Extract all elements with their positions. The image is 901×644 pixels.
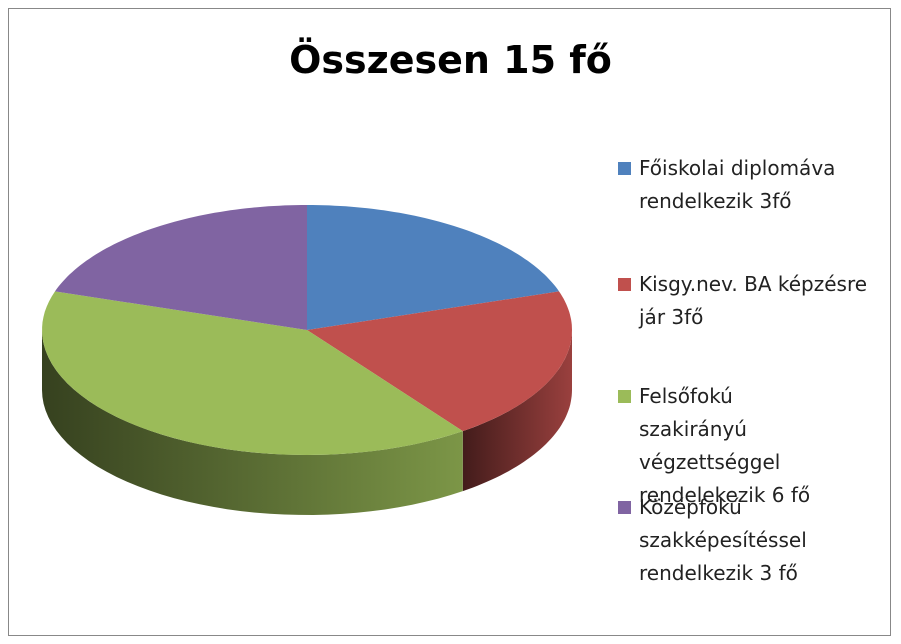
legend-swatch bbox=[618, 278, 631, 291]
pie-slice bbox=[55, 205, 307, 330]
legend-swatch bbox=[618, 501, 631, 514]
pie-slice bbox=[42, 291, 463, 455]
legend-item: Középfokú szakképesítéssel rendelkezik 3… bbox=[618, 491, 888, 590]
pie-slice bbox=[307, 291, 572, 432]
legend-label: Főiskolai diplomáva rendelkezik 3fő bbox=[639, 156, 836, 213]
legend-label: Felsőfokú szakirányú végzettséggel rende… bbox=[639, 384, 811, 507]
legend-swatch bbox=[618, 162, 631, 175]
chart-border bbox=[8, 8, 891, 636]
slice-side bbox=[462, 330, 572, 492]
legend-label: Középfokú szakképesítéssel rendelkezik 3… bbox=[639, 495, 807, 585]
legend-item: Kisgy.nev. BA képzésre jár 3fő bbox=[618, 268, 888, 334]
legend-item: Felsőfokú szakirányú végzettséggel rende… bbox=[618, 380, 888, 512]
slice-side bbox=[42, 330, 463, 515]
legend-label: Kisgy.nev. BA képzésre jár 3fő bbox=[639, 272, 868, 329]
pie-slice bbox=[307, 205, 559, 330]
chart-title: Összesen 15 fő bbox=[289, 38, 612, 82]
legend-swatch bbox=[618, 390, 631, 403]
legend-item: Főiskolai diplomáva rendelkezik 3fő bbox=[618, 152, 888, 218]
